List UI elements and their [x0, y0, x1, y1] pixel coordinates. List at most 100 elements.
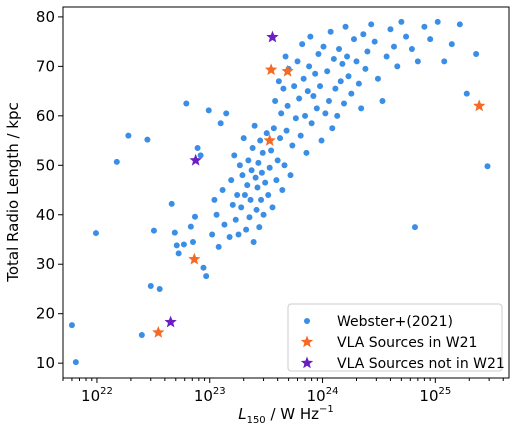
x-tick-label: 1025: [419, 386, 451, 405]
data-point: [398, 18, 405, 25]
y-tick-label: 20: [36, 305, 55, 323]
data-point: [254, 184, 261, 191]
data-point: [189, 238, 196, 245]
data-point: [280, 85, 287, 92]
data-point: [303, 149, 310, 156]
data-point: [329, 125, 336, 132]
data-point: [434, 18, 441, 25]
legend-marker: [304, 318, 310, 324]
data-point: [260, 211, 267, 218]
data-point: [448, 41, 455, 48]
data-point: [235, 231, 242, 238]
data-point: [272, 97, 279, 104]
data-point: [313, 105, 320, 112]
data-point: [236, 162, 243, 169]
data-point: [175, 250, 182, 257]
x-tick-label: 1022: [81, 386, 113, 405]
x-tick-label: 1024: [307, 386, 339, 405]
data-point: [358, 105, 365, 112]
data-point: [300, 75, 307, 82]
data-point: [312, 70, 319, 77]
data-point: [284, 102, 291, 109]
data-point: [215, 243, 222, 250]
data-point: [191, 213, 198, 220]
data-point: [275, 78, 282, 85]
data-point: [387, 26, 394, 33]
data-point: [324, 68, 331, 75]
data-point: [113, 158, 120, 165]
data-point: [265, 191, 272, 198]
y-tick-label: 80: [36, 8, 55, 26]
x-axis: 1022 1023 1024 1025: [62, 378, 504, 405]
data-point: [173, 242, 180, 249]
data-point: [350, 36, 357, 43]
data-point: [187, 223, 194, 230]
star-marker: [152, 325, 165, 338]
data-point: [257, 137, 264, 144]
plot-frame: [62, 6, 510, 379]
data-point: [263, 130, 270, 137]
data-point: [258, 196, 265, 203]
data-point: [253, 206, 260, 213]
data-point: [251, 122, 258, 129]
data-point: [274, 157, 281, 164]
data-point: [138, 331, 145, 338]
data-point: [234, 191, 241, 198]
data-point: [273, 177, 280, 184]
y-tick-label: 60: [36, 107, 55, 125]
star-marker: [266, 30, 279, 43]
data-point: [238, 204, 245, 211]
data-point: [281, 162, 288, 169]
data-point: [345, 73, 352, 80]
data-point: [332, 85, 339, 92]
legend-label: Webster+(2021): [337, 314, 453, 330]
data-point: [279, 187, 286, 194]
data-point: [197, 152, 204, 159]
data-point: [266, 164, 273, 171]
data-point: [228, 177, 235, 184]
data-point: [125, 132, 132, 139]
star-marker: [189, 153, 202, 166]
data-point: [243, 226, 250, 233]
data-point: [150, 227, 157, 234]
data-point: [292, 115, 299, 122]
data-point: [342, 23, 349, 30]
data-point: [262, 179, 269, 186]
data-point: [223, 110, 230, 117]
star-marker: [164, 315, 177, 328]
data-point: [379, 97, 386, 104]
y-tick-label: 10: [36, 354, 55, 372]
data-point: [200, 264, 207, 271]
data-point: [268, 147, 275, 154]
data-point: [411, 224, 418, 231]
data-point: [403, 33, 410, 40]
data-point: [427, 36, 434, 43]
data-point: [322, 110, 329, 117]
data-point: [250, 238, 257, 245]
y-tick-label: 40: [36, 206, 55, 224]
data-point: [217, 120, 224, 127]
data-point: [360, 31, 367, 38]
data-point: [336, 46, 343, 53]
data-point: [394, 63, 401, 70]
data-point: [364, 48, 371, 55]
data-point: [308, 120, 315, 127]
data-point: [348, 90, 355, 97]
data-point: [246, 214, 253, 221]
data-point: [325, 97, 332, 104]
data-point: [68, 322, 75, 329]
data-point: [270, 125, 277, 132]
data-point: [315, 50, 322, 57]
data-point: [255, 159, 262, 166]
data-point: [484, 163, 491, 170]
data-point: [269, 204, 276, 211]
data-point: [209, 231, 216, 238]
data-point: [205, 107, 212, 114]
data-point: [408, 46, 415, 53]
data-point: [144, 136, 151, 143]
data-point: [156, 285, 163, 292]
data-point: [296, 95, 303, 102]
data-point: [226, 234, 233, 241]
data-point: [371, 38, 378, 45]
